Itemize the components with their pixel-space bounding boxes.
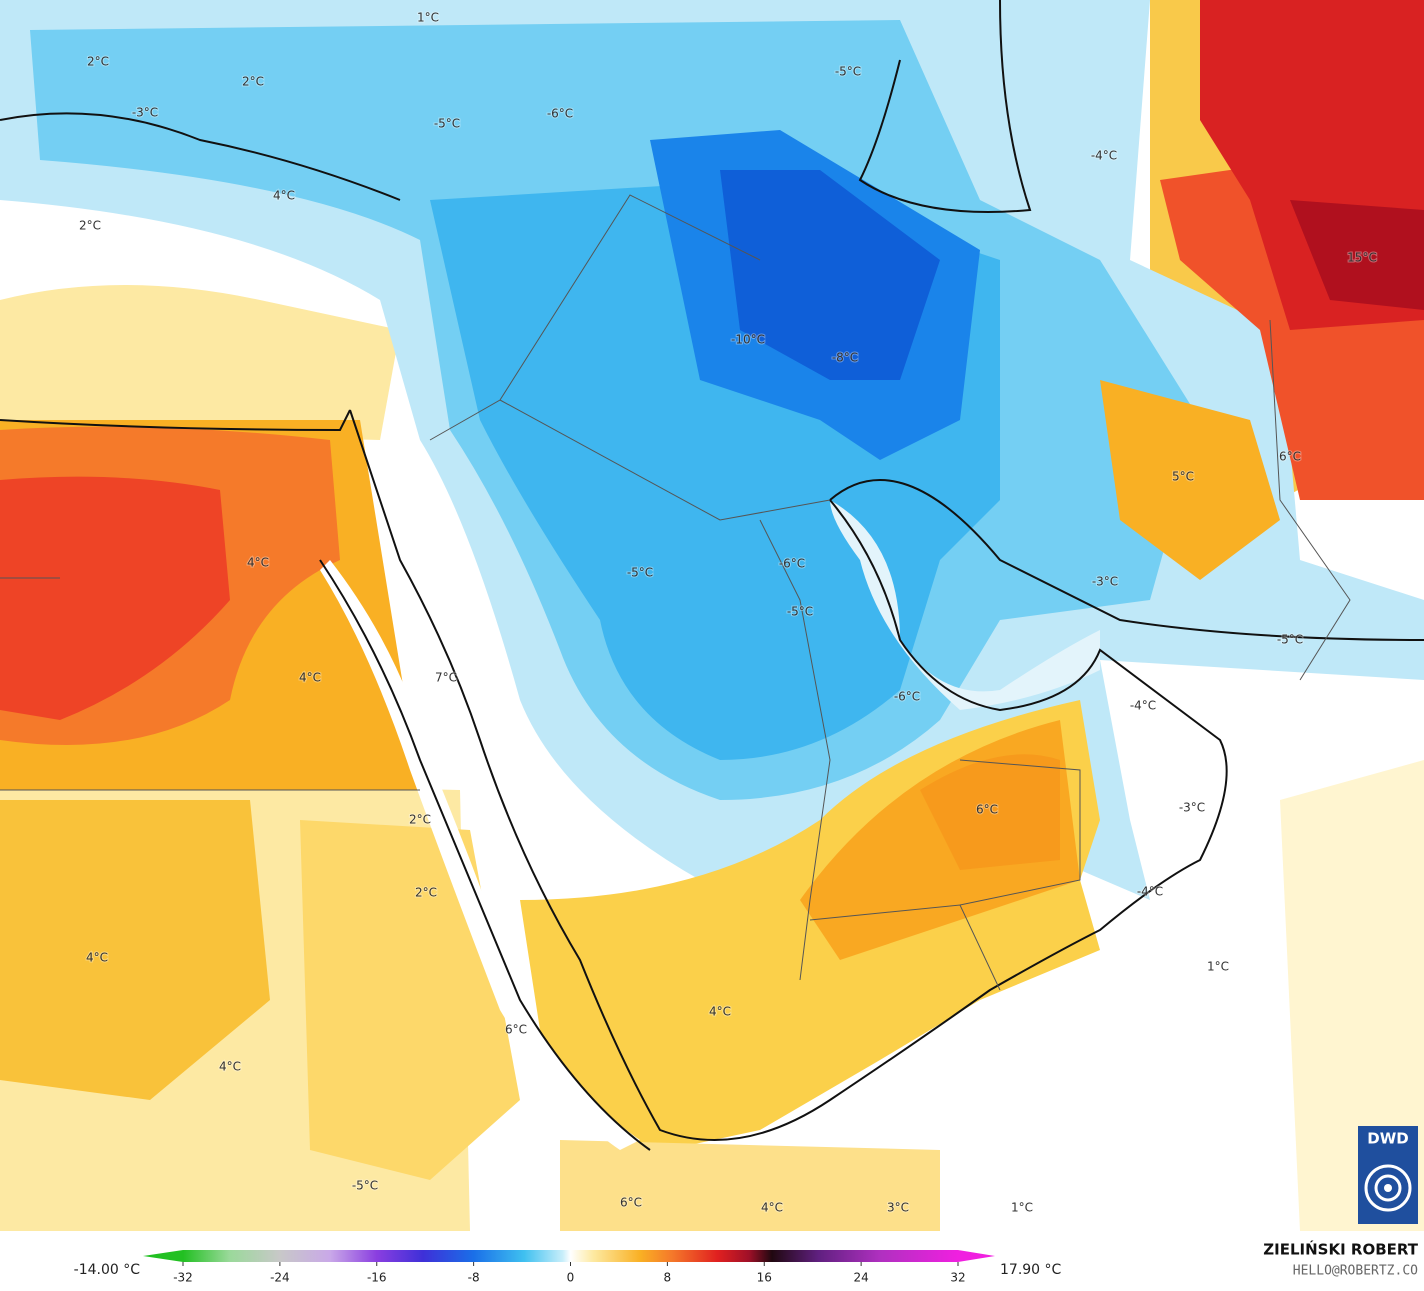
borders: [0, 194, 1351, 991]
temperature-label: 7°C: [435, 671, 457, 685]
logo-text: DWD: [1367, 1130, 1408, 1148]
colorbar-tick-label: 32: [950, 1271, 965, 1285]
colorbar-low-arrow: [143, 1250, 183, 1262]
temperature-label: 2°C: [87, 55, 109, 69]
temperature-label: 1°C: [417, 11, 439, 25]
temperature-label: 4°C: [247, 556, 269, 570]
colorbar-tick-label: -24: [270, 1271, 290, 1285]
temperature-label: 6°C: [620, 1196, 642, 1210]
temperature-label: 2°C: [79, 219, 101, 233]
temperature-label: -6°C: [779, 557, 805, 571]
temperature-label: -4°C: [1130, 699, 1156, 713]
temperature-label: 1°C: [1011, 1201, 1033, 1215]
temperature-label: 6°C: [1279, 450, 1301, 464]
colorbar-tick-label: 0: [567, 1271, 575, 1285]
temperature-labels: 1°C 2°C 2°C -3°C -5°C -6°C -5°C 4°C 2°C -4°C 15°C -…: [78, 10, 1378, 1216]
temperature-label: 6°C: [505, 1023, 527, 1037]
temperature-label: 4°C: [299, 671, 321, 685]
colorbar-max: 17.90 °C: [1000, 1262, 1062, 1278]
colorbar-high-arrow: [958, 1250, 995, 1262]
temperature-label: 4°C: [219, 1060, 241, 1074]
temperature-label: 4°C: [86, 951, 108, 965]
temperature-label: -5°C: [835, 65, 861, 79]
temperature-label: -5°C: [352, 1179, 378, 1193]
credit-author: ZIELIŃSKI ROBERT: [1263, 1240, 1418, 1259]
temperature-label: 6°C: [976, 803, 998, 817]
colorbar-tick-label: 16: [757, 1271, 772, 1285]
temperature-label: 1°C: [1207, 960, 1229, 974]
temperature-label: -5°C: [434, 117, 460, 131]
temperature-label: 3°C: [887, 1201, 909, 1215]
colorbar-min: -14.00 °C: [74, 1262, 141, 1278]
colorbar-tick-label: 24: [853, 1271, 868, 1285]
coastlines: [0, 0, 1424, 1151]
temperature-label: -6°C: [547, 107, 573, 121]
colorbar: -14.00 °C 17.90 °C -32 -24 -16 -8 0 8 16 24 32: [74, 1250, 1062, 1285]
dwd-logo: DWD: [1358, 1126, 1418, 1224]
temperature-label: -4°C: [1137, 885, 1163, 899]
temperature-label: 4°C: [761, 1201, 783, 1215]
temperature-label: 15°C: [1347, 251, 1377, 265]
temperature-label: 2°C: [242, 75, 264, 89]
colorbar-tick-label: -8: [468, 1271, 480, 1285]
colorbar-tick-label: -32: [173, 1271, 193, 1285]
temperature-label: -10°C: [731, 333, 765, 347]
temperature-label: 2°C: [415, 886, 437, 900]
temperature-label: -5°C: [787, 605, 813, 619]
temperature-label: -8°C: [832, 351, 858, 365]
temperature-label: -3°C: [1092, 575, 1118, 589]
temperature-label: -3°C: [1179, 801, 1205, 815]
temperature-label: -6°C: [894, 690, 920, 704]
credit-email: HELLO@ROBERTZ.CO: [1293, 1264, 1418, 1279]
temperature-label: -5°C: [627, 566, 653, 580]
temperature-label: -5°C: [1277, 633, 1303, 647]
temperature-label: 2°C: [409, 813, 431, 827]
temperature-label: 4°C: [709, 1005, 731, 1019]
colorbar-tick-label: 8: [664, 1271, 672, 1285]
temperature-label: -4°C: [1091, 149, 1117, 163]
map-field: [0, 0, 1424, 1231]
temperature-label: 4°C: [273, 189, 295, 203]
temperature-label: -3°C: [132, 106, 158, 120]
colorbar-tick-label: -16: [367, 1271, 387, 1285]
colorbar-bar: [183, 1250, 958, 1262]
temperature-label: 5°C: [1172, 470, 1194, 484]
